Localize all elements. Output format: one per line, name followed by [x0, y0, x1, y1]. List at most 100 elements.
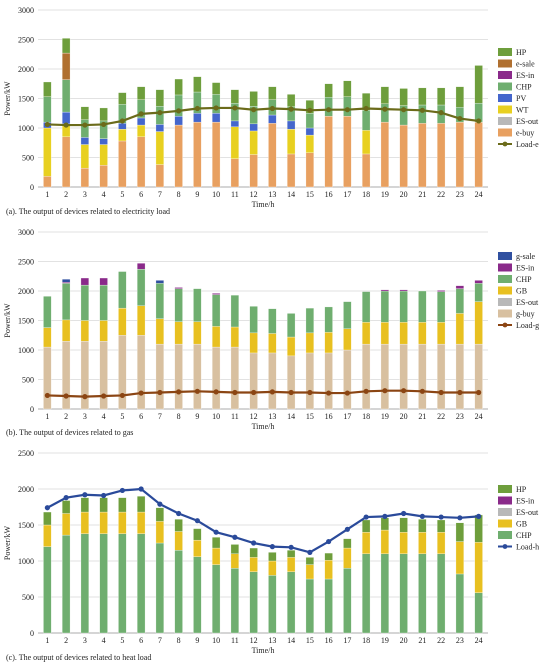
bar-segment-es-in	[474, 280, 483, 284]
bar-segment-hp	[324, 552, 333, 561]
line-point	[269, 544, 275, 550]
bar-segment-hp	[343, 538, 352, 549]
bar-segment-hp	[268, 552, 277, 562]
x-tick-label: 9	[195, 190, 199, 199]
bar-segment-gb	[212, 326, 221, 348]
bar-segment-e-buy	[43, 176, 52, 188]
bar-segment-hp	[455, 522, 464, 542]
bar-segment-chp	[155, 542, 164, 634]
legend-swatch-marker	[502, 141, 508, 147]
line-point	[457, 389, 463, 396]
bar-segment-chp	[230, 294, 239, 328]
bar-segment-gb	[437, 532, 446, 554]
bar-segment-g-buy	[249, 352, 258, 410]
bar-segment-g-buy	[455, 343, 464, 410]
legend-label-chp: CHP	[516, 275, 532, 284]
line-point	[138, 486, 144, 492]
bar-segment-pv	[193, 113, 202, 123]
x-tick-label: 13	[268, 412, 276, 421]
x-tick-label: 11	[231, 412, 239, 421]
line-point	[363, 514, 369, 520]
bar-segment-e-buy	[268, 123, 277, 188]
bar-segment-chp	[137, 269, 146, 306]
bar-segment-hp	[399, 88, 408, 106]
bar-segment-gb	[193, 539, 202, 557]
bar-segment-gb	[268, 560, 277, 576]
line-point	[382, 513, 388, 519]
bar-segment-g-sale	[155, 280, 164, 284]
bar-segment-gb	[155, 521, 164, 544]
bar-segment-gb	[399, 532, 408, 554]
bar-segment-chp	[155, 283, 164, 319]
bar-segment-pv	[305, 127, 314, 136]
bar-segment-gb	[437, 322, 446, 345]
bar-segment-chp	[80, 284, 89, 321]
y-tick-label: 500	[22, 376, 34, 385]
bar-segment-hp	[80, 497, 89, 513]
bar-segment-g-buy	[99, 340, 108, 410]
line-point	[401, 388, 407, 394]
bar-segment-pv	[80, 137, 89, 145]
bar-segment-es-in	[80, 277, 89, 286]
x-tick-label: 23	[456, 412, 464, 421]
y-tick-label: 1000	[18, 124, 34, 133]
bar-segment-chp	[455, 573, 464, 634]
legend-swatch	[498, 128, 512, 137]
line-point	[251, 389, 257, 396]
bar-segment-e-buy	[137, 136, 146, 188]
bar-segment-wt	[118, 129, 127, 142]
legend-swatch	[498, 485, 512, 493]
bar-segment-hp	[287, 94, 296, 107]
line-point	[251, 107, 257, 113]
x-tick-label: 4	[102, 412, 106, 421]
line-point	[82, 492, 88, 498]
line-point	[344, 390, 350, 396]
y-axis-label: Power/kW	[3, 303, 12, 338]
bar-segment-e-buy	[474, 121, 483, 188]
legend-swatch	[498, 48, 512, 56]
bar-segment-gb	[343, 547, 352, 569]
bar-segment-gb	[287, 557, 296, 572]
x-tick-label: 4	[102, 636, 106, 645]
bar-segment-g-sale	[62, 279, 71, 283]
bar-segment-g-buy	[268, 352, 277, 410]
bar-segment-hp	[380, 517, 389, 531]
bar-segment-hp	[399, 517, 408, 533]
legend-swatch-marker	[502, 322, 508, 328]
bar-segment-pv	[137, 117, 146, 126]
bar-segment-chp	[268, 575, 277, 634]
bar-segment-wt	[155, 131, 164, 165]
bar-segment-hp	[305, 557, 314, 565]
bar-segment-pv	[287, 120, 296, 130]
legend-label-load-h: Load-h	[516, 543, 539, 552]
y-tick-label: 500	[22, 154, 34, 163]
bar-segment-hp	[287, 550, 296, 558]
legend-label-load-e: Load-e	[516, 140, 539, 149]
bar-segment-gb	[249, 557, 258, 572]
chart-caption: (a). The output of devices related to el…	[6, 207, 170, 216]
x-tick-label: 8	[177, 190, 181, 199]
y-tick-label: 1500	[18, 521, 34, 530]
bar-segment-gb	[455, 541, 464, 575]
legend-label-es-in: ES-in	[516, 71, 534, 80]
x-tick-label: 13	[268, 190, 276, 199]
legend-label-g-buy: g-buy	[516, 310, 535, 319]
bar-segment-g-buy	[212, 346, 221, 410]
bar-segment-g-buy	[474, 343, 483, 410]
line-point	[269, 105, 275, 112]
bar-segment-chp	[380, 290, 389, 323]
x-axis-label: Time/h	[252, 422, 275, 431]
bar-segment-gb	[305, 564, 314, 580]
x-tick-label: 18	[362, 412, 370, 421]
bar-segment-pv	[268, 114, 277, 124]
bar-segment-es-in	[99, 277, 108, 286]
legend-swatch	[498, 286, 512, 295]
legend-label-es-out: ES-out	[516, 508, 539, 517]
bar-segment-pv	[230, 120, 239, 127]
bar-segment-hp	[455, 86, 464, 108]
x-tick-label: 2	[64, 636, 68, 645]
x-tick-label: 20	[400, 636, 408, 645]
y-tick-label: 3000	[18, 6, 34, 15]
